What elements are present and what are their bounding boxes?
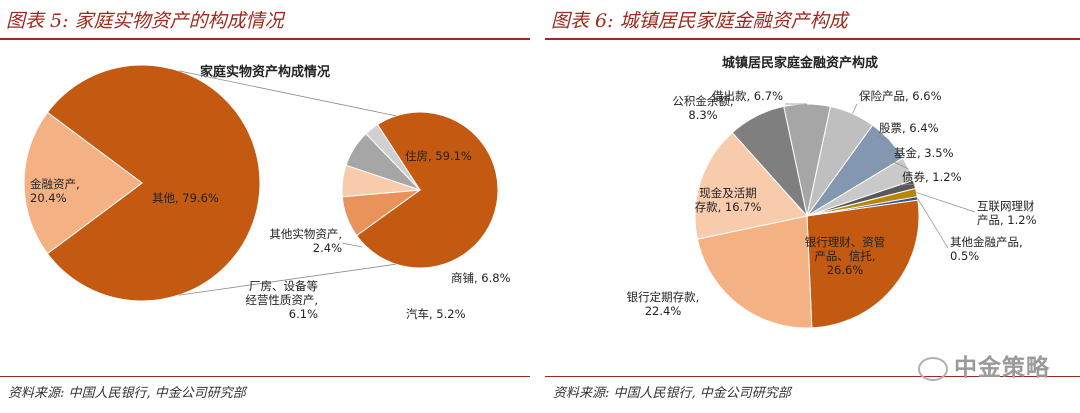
connector-lines bbox=[178, 70, 396, 296]
pie-slice bbox=[806, 199, 920, 329]
slice-labels: 借出款, 6.7% 保险产品, 6.6% 股票, 6.4% 基金, 3.5% 债券, 1… bbox=[627, 89, 1037, 318]
data-label-other-physical: 其他实物资产, 2.4% bbox=[269, 227, 342, 255]
data-label: 公积金余额, 8.3% bbox=[672, 94, 733, 122]
chart-title: 城镇居民家庭金融资产构成 bbox=[722, 55, 878, 71]
figure-5-panel: 图表 5: 家庭实物资产的构成情况 家庭实物资产构成情况 其他, 79.6% 金融… bbox=[0, 0, 530, 413]
financial-assets-pie-chart: 城镇居民家庭金融资产构成 借出款, 6.7% 保险产品, 6.6% 股票, 6.4%… bbox=[627, 55, 1037, 329]
data-label-plants: 厂房、设备等经营性质资产, 6.1% bbox=[245, 279, 318, 321]
pie-slice bbox=[731, 105, 808, 218]
pie-slice bbox=[696, 215, 813, 329]
pie bbox=[694, 103, 920, 329]
data-label: 其他金融产品, 0.5% bbox=[950, 235, 1023, 263]
leader-lines bbox=[784, 103, 976, 249]
leader-line bbox=[891, 160, 909, 170]
data-label: 现金及活期存款, 16.7% bbox=[695, 186, 762, 214]
leader-line bbox=[852, 103, 858, 114]
data-label-cars: 汽车, 5.2% bbox=[406, 307, 466, 321]
leader-line bbox=[899, 184, 915, 186]
figure-5-title: 图表 5: 家庭实物资产的构成情况 bbox=[6, 10, 284, 32]
leader-line bbox=[341, 242, 363, 248]
source-note: 资料来源: 中国人民银行, 中金公司研究部 bbox=[553, 386, 791, 401]
breakdown-pie bbox=[341, 111, 499, 269]
pie-slice-other bbox=[46, 64, 261, 302]
leader-line bbox=[916, 192, 976, 213]
wechat-icon bbox=[918, 356, 948, 381]
source-divider bbox=[545, 376, 1080, 377]
data-label: 股票, 6.4% bbox=[879, 121, 939, 135]
data-label-housing: 住房, 59.1% bbox=[405, 149, 472, 163]
data-label: 银行理财、资管产品、信托, 26.6% bbox=[805, 235, 886, 277]
leader-line bbox=[876, 135, 890, 141]
connector-line bbox=[178, 263, 396, 296]
data-label: 保险产品, 6.6% bbox=[859, 89, 942, 103]
watermark: 中金策略 bbox=[918, 348, 1050, 382]
data-label: 借出款, 6.7% bbox=[712, 89, 783, 103]
data-label: 基金, 3.5% bbox=[894, 146, 954, 160]
breakdown-slice bbox=[355, 111, 499, 269]
title-divider bbox=[545, 38, 1080, 40]
figure-6-panel: 图表 6: 城镇居民家庭金融资产构成 城镇居民家庭金融资产构成 借出款, 6.7… bbox=[545, 0, 1080, 413]
pie-slice-financial-assets bbox=[23, 111, 143, 255]
data-label-shops: 商铺, 6.8% bbox=[451, 271, 511, 285]
source-divider bbox=[0, 376, 530, 377]
watermark-text: 中金策略 bbox=[954, 355, 1050, 381]
title-divider bbox=[0, 38, 530, 40]
pie-slice bbox=[694, 131, 808, 240]
data-label: 债券, 1.2% bbox=[902, 170, 962, 184]
pie-of-pie-chart: 家庭实物资产构成情况 其他, 79.6% 金融资产, 20.4% 住房, 59.1% 商… bbox=[23, 64, 511, 321]
data-label: 互联网理财产品, 1.2% bbox=[977, 199, 1037, 227]
source-note: 资料来源: 中国人民银行, 中金公司研究部 bbox=[8, 386, 246, 401]
figure-6-title: 图表 6: 城镇居民家庭金融资产构成 bbox=[551, 10, 848, 32]
breakdown-slice bbox=[365, 123, 421, 191]
leader-line bbox=[917, 198, 949, 249]
connector-line bbox=[178, 70, 396, 117]
slice-labels: 其他, 79.6% 金融资产, 20.4% 住房, 59.1% 商铺, 6.8% 汽车, … bbox=[30, 149, 511, 321]
data-label: 银行定期存款, 22.4% bbox=[627, 290, 700, 318]
main-pie bbox=[23, 64, 261, 302]
data-label-other: 其他, 79.6% bbox=[152, 191, 219, 205]
chart-title: 家庭实物资产构成情况 bbox=[200, 64, 330, 80]
data-label-financial: 金融资产, 20.4% bbox=[30, 177, 80, 205]
